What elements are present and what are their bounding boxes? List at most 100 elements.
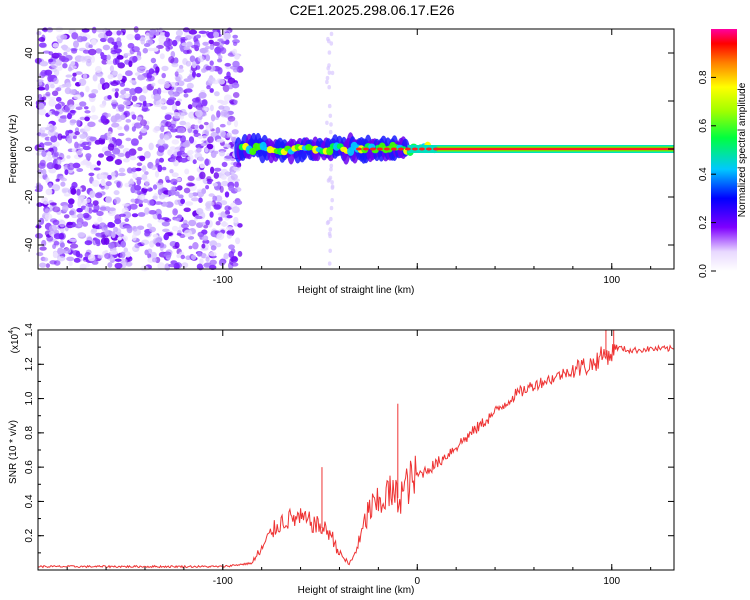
figure-title: C2E1.2025.298.06.17.E26 <box>289 2 454 18</box>
heatmap-noise-blob <box>205 205 212 212</box>
heatmap-noise-blob <box>114 218 122 225</box>
heatmap-noise-blob <box>38 81 43 86</box>
heatmap-noise-blob <box>133 122 142 129</box>
heatmap-noise-blob <box>188 136 195 144</box>
heatmap-noise-blob <box>88 48 97 56</box>
heatmap-noise-blob <box>95 232 102 237</box>
heatmap-noise-blob <box>147 75 155 82</box>
heatmap-noise-blob <box>66 221 74 226</box>
heatmap-noise-blob <box>186 41 193 48</box>
heatmap-noise-blob <box>164 114 172 121</box>
heatmap-noise-blob <box>157 145 165 153</box>
snr-ytick-label: 1.0 <box>24 391 35 405</box>
heatmap-noise-blob <box>55 52 62 57</box>
heatmap-noise-blob <box>108 242 115 249</box>
heatmap-noise-blob <box>57 247 64 255</box>
heatmap-noise-blob <box>96 160 101 166</box>
heatmap-noise-blob <box>49 202 57 206</box>
heatmap-noise-blob <box>200 253 207 259</box>
heatmap-noise-blob <box>48 182 53 188</box>
heatmap-noise-blob <box>74 131 80 136</box>
heatmap-noise-blob <box>53 240 60 246</box>
heatmap-noise-blob <box>203 121 209 126</box>
heatmap-noise-blob <box>54 141 60 148</box>
heatmap-noise-blob <box>129 156 137 161</box>
heatmap-noise-blob <box>138 199 143 204</box>
heatmap-noise-blob <box>76 188 81 196</box>
heatmap-noise-blob <box>117 126 123 131</box>
heatmap-noise-blob <box>114 258 122 262</box>
heatmap-noise-blob <box>218 216 223 221</box>
heatmap-noise-blob <box>76 35 84 43</box>
heatmap-noise-blob <box>137 74 145 81</box>
heatmap-noise-blob <box>217 67 223 75</box>
heatmap-noise-blob <box>92 209 99 213</box>
heatmap-noise-blob <box>117 236 122 241</box>
heatmap-noise-blob <box>114 262 123 269</box>
heatmap-noise-blob <box>327 85 332 90</box>
heatmap-noise-blob <box>187 175 195 182</box>
heatmap-noise-blob <box>70 61 76 66</box>
heatmap-noise-blob <box>71 214 78 219</box>
heatmap-noise-blob <box>325 120 329 126</box>
heatmap-noise-blob <box>224 62 232 67</box>
heatmap-noise-blob <box>230 65 238 70</box>
heatmap-noise-blob <box>97 216 103 223</box>
heatmap-noise-blob <box>62 62 68 69</box>
heatmap-noise-blob <box>158 35 166 39</box>
heatmap-noise-blob <box>209 88 214 93</box>
spectrogram-ylabel: Frequency (Hz) <box>8 115 19 184</box>
heatmap-noise-blob <box>113 190 120 196</box>
snr-ytick-label: 0.4 <box>24 494 35 508</box>
heatmap-noise-blob <box>65 74 73 78</box>
heatmap-noise-blob <box>42 257 49 262</box>
heatmap-noise-blob <box>169 81 178 88</box>
heatmap-noise-blob <box>171 225 179 232</box>
heatmap-noise-blob <box>209 259 217 266</box>
heatmap-noise-blob <box>177 80 185 87</box>
heatmap-noise-blob <box>234 200 243 206</box>
heatmap-noise-blob <box>167 149 173 156</box>
heatmap-noise-blob <box>46 151 52 157</box>
colorbar-tick-label: 0.2 <box>698 215 709 229</box>
heatmap-noise-blob <box>76 168 84 172</box>
heatmap-noise-blob <box>196 147 202 153</box>
heatmap-noise-blob <box>48 224 58 232</box>
heatmap-noise-blob <box>138 95 147 102</box>
heatmap-noise-blob <box>131 233 137 241</box>
heatmap-noise-blob <box>220 200 228 206</box>
colorbar-tick-label: 0.8 <box>698 70 709 84</box>
heatmap-noise-blob <box>220 221 229 227</box>
heatmap-noise-blob <box>205 45 211 50</box>
heatmap-noise-blob <box>187 104 193 110</box>
heatmap-noise-blob <box>146 223 152 229</box>
heatmap-noise-blob <box>159 157 164 163</box>
heatmap-noise-blob <box>216 232 225 240</box>
heatmap-noise-blob <box>231 129 239 135</box>
heatmap-noise-blob <box>228 244 235 250</box>
heatmap-noise-blob <box>83 55 92 62</box>
heatmap-noise-blob <box>226 215 233 219</box>
heatmap-noise-blob <box>66 135 72 143</box>
heatmap-noise-blob <box>53 233 62 240</box>
heatmap-noise-blob <box>70 188 77 195</box>
signal-core-blob <box>397 147 404 151</box>
heatmap-noise-blob <box>52 219 60 226</box>
heatmap-noise-blob <box>90 39 97 46</box>
heatmap-noise-blob <box>195 215 200 219</box>
heatmap-noise-blob <box>219 150 225 157</box>
heatmap-noise-blob <box>131 213 139 218</box>
heatmap-noise-blob <box>128 183 135 188</box>
colorbar-ticks: 0.0 0.2 0.4 0.6 0.8 <box>698 70 716 278</box>
heatmap-noise-blob <box>205 54 211 62</box>
heatmap-noise-blob <box>144 151 151 159</box>
heatmap-noise-blob <box>231 206 240 214</box>
heatmap-layer <box>34 26 674 272</box>
heatmap-noise-blob <box>116 55 124 60</box>
heatmap-noise-blob <box>205 65 212 71</box>
heatmap-noise-blob <box>155 242 161 247</box>
heatmap-noise-blob <box>181 223 189 229</box>
heatmap-noise-blob <box>67 112 72 120</box>
heatmap-noise-blob <box>88 207 93 214</box>
heatmap-noise-blob <box>111 41 118 45</box>
